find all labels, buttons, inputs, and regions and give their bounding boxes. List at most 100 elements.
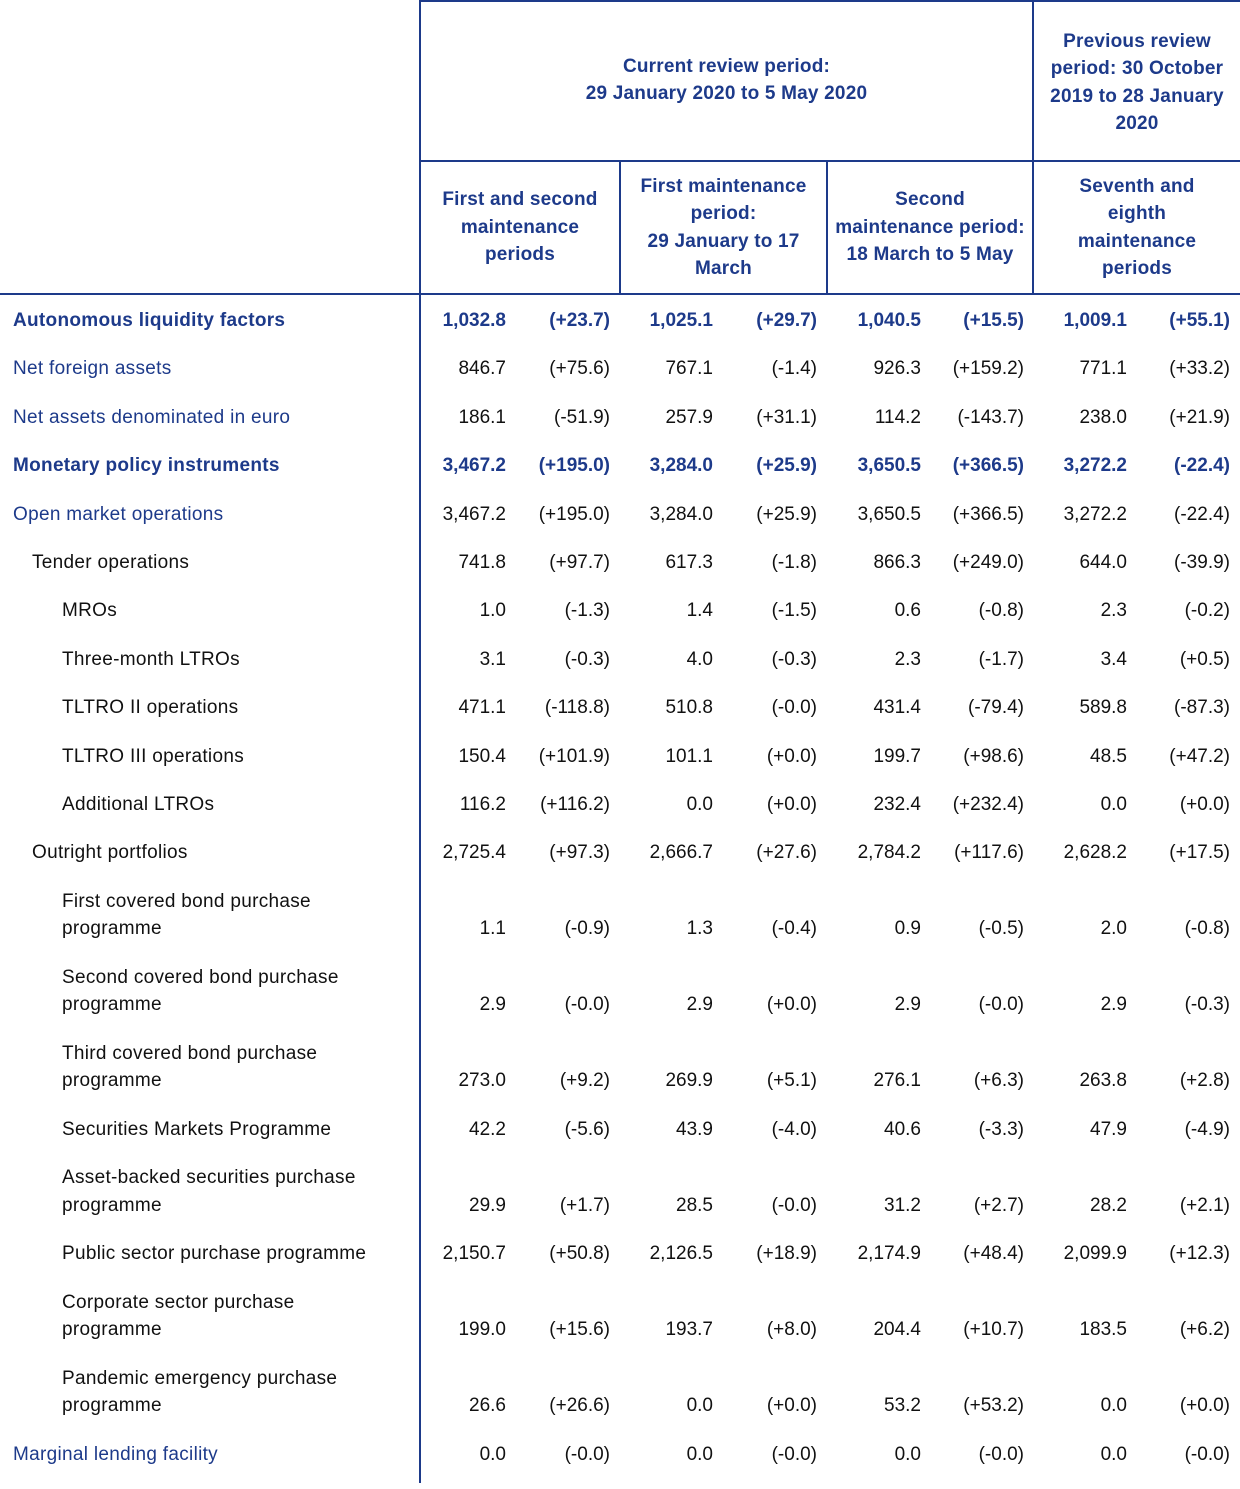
cell-change: (+12.3): [1169, 1243, 1230, 1265]
cell-value: 257.9: [665, 406, 713, 428]
cell-value: 2.9: [686, 994, 713, 1016]
cell-value: 1.3: [686, 918, 713, 940]
cell-change: (-0.2): [1184, 600, 1230, 622]
table-row: Three-month LTROs 3.1 (-0.3) 4.0 (-0.3) 2.3 (-…: [0, 646, 1240, 694]
cell-change: (+98.6): [963, 745, 1024, 767]
row-label: Tender operations: [32, 552, 190, 573]
row-label: Third covered bond purchase programme: [62, 1042, 318, 1092]
cell-change: (+97.3): [549, 842, 610, 864]
cell-change: (+0.0): [1179, 1395, 1230, 1417]
cell-change: (+53.2): [963, 1395, 1024, 1417]
cell-value: 0.9: [894, 918, 921, 940]
cell-value: 101.1: [665, 745, 713, 767]
col-divider-2: [826, 160, 828, 295]
cell-change: (+2.1): [1179, 1194, 1230, 1216]
cell-value: 238.0: [1079, 406, 1127, 428]
cell-change: (+31.1): [756, 406, 817, 428]
cell-change: (+366.5): [952, 503, 1024, 525]
cell-change: (+27.6): [756, 842, 817, 864]
cell-change: (+6.2): [1179, 1319, 1230, 1341]
table-row: Additional LTROs 116.2 (+116.2) 0.0 (+0.0) 23…: [0, 791, 1240, 839]
cell-change: (-0.9): [564, 918, 610, 940]
table-row: Second covered bond purchase programme 2.…: [0, 964, 1240, 1040]
cell-change: (+8.0): [766, 1319, 817, 1341]
cell-change: (-4.9): [1184, 1118, 1230, 1140]
cell-change: (-3.3): [978, 1118, 1024, 1140]
cell-value: 2,150.7: [442, 1243, 506, 1265]
cell-value: 866.3: [873, 552, 921, 573]
cell-value: 183.5: [1079, 1319, 1127, 1341]
cell-change: (-0.5): [978, 918, 1024, 940]
cell-value: 29.9: [469, 1194, 506, 1216]
cell-change: (+9.2): [559, 1070, 610, 1092]
table-row: Net assets denominated in euro 186.1 (-51.…: [0, 404, 1240, 452]
cell-change: (+6.3): [973, 1070, 1024, 1092]
col3-header: Second maintenance period: 18 March to 5…: [835, 189, 1025, 266]
table-row: Pandemic emergency purchase programme 26.…: [0, 1365, 1240, 1441]
cell-change: (+18.9): [756, 1243, 817, 1265]
cell-value: 116.2: [459, 794, 506, 815]
cell-change: (+17.5): [1169, 842, 1230, 864]
col2-header: First maintenance period: 29 January to …: [640, 175, 807, 280]
cell-value: 232.4: [873, 794, 921, 815]
row-label: Net foreign assets: [13, 358, 172, 380]
cell-change: (+25.9): [756, 455, 817, 477]
row-label: TLTRO III operations: [62, 745, 244, 767]
cell-change: (+117.6): [954, 842, 1024, 864]
cell-value: 42.2: [469, 1118, 506, 1140]
cell-value: 0.0: [686, 1395, 713, 1417]
cell-value: 47.9: [1090, 1118, 1127, 1140]
cell-value: 0.0: [894, 1443, 921, 1465]
cell-change: (-0.0): [771, 1194, 817, 1216]
cell-value: 741.8: [458, 552, 506, 573]
cell-value: 31.2: [884, 1194, 921, 1216]
cell-change: (+50.8): [549, 1243, 610, 1265]
cell-value: 150.4: [458, 745, 506, 767]
cell-change: (-0.8): [1184, 918, 1230, 940]
cell-value: 204.4: [873, 1319, 921, 1341]
cell-value: 2.3: [894, 648, 921, 670]
cell-change: (+33.2): [1169, 358, 1230, 380]
cell-value: 186.1: [458, 406, 506, 428]
row-label: Monetary policy instruments: [13, 455, 280, 477]
cell-change: (+23.7): [549, 310, 610, 331]
current-period-header: Current review period: 29 January 2020 t…: [585, 55, 868, 105]
cell-change: (-0.3): [771, 648, 817, 670]
row-label: Open market operations: [13, 503, 224, 525]
cell-value: 3,467.2: [442, 503, 506, 525]
header-mid-rule: [420, 160, 1240, 162]
cell-change: (-143.7): [957, 406, 1024, 428]
cell-value: 28.2: [1090, 1194, 1127, 1216]
cell-value: 0.0: [686, 794, 713, 815]
cell-change: (-0.0): [978, 994, 1024, 1016]
cell-value: 276.1: [873, 1070, 921, 1092]
cell-change: (-118.8): [544, 697, 610, 719]
cell-value: 53.2: [884, 1395, 921, 1417]
cell-value: 2.3: [1100, 600, 1127, 622]
cell-change: (-22.4): [1174, 455, 1230, 477]
cell-value: 644.0: [1079, 552, 1127, 573]
cell-value: 1.4: [686, 600, 713, 622]
cell-change: (+26.6): [549, 1395, 610, 1417]
cell-value: 771.1: [1079, 358, 1127, 380]
period-divider: [1032, 0, 1034, 295]
cell-change: (-0.0): [564, 994, 610, 1016]
cell-value: 43.9: [676, 1118, 713, 1140]
cell-change: (+0.0): [766, 745, 817, 767]
cell-change: (-0.0): [1184, 1443, 1230, 1465]
cell-value: 3.1: [479, 648, 506, 670]
label-column-divider: [419, 0, 421, 1483]
table-row: TLTRO III operations 150.4 (+101.9) 101.1 (+…: [0, 743, 1240, 791]
cell-value: 3,272.2: [1063, 455, 1127, 477]
cell-change: (-0.0): [978, 1443, 1024, 1465]
cell-change: (+0.0): [766, 1395, 817, 1417]
cell-value: 3,284.0: [649, 455, 713, 477]
cell-change: (+101.9): [538, 745, 610, 767]
cell-change: (-0.8): [978, 600, 1024, 622]
cell-value: 926.3: [873, 358, 921, 380]
cell-change: (-1.4): [771, 358, 817, 380]
cell-value: 0.0: [1100, 1395, 1127, 1417]
row-label: Additional LTROs: [62, 794, 215, 815]
cell-change: (+48.4): [963, 1243, 1024, 1265]
